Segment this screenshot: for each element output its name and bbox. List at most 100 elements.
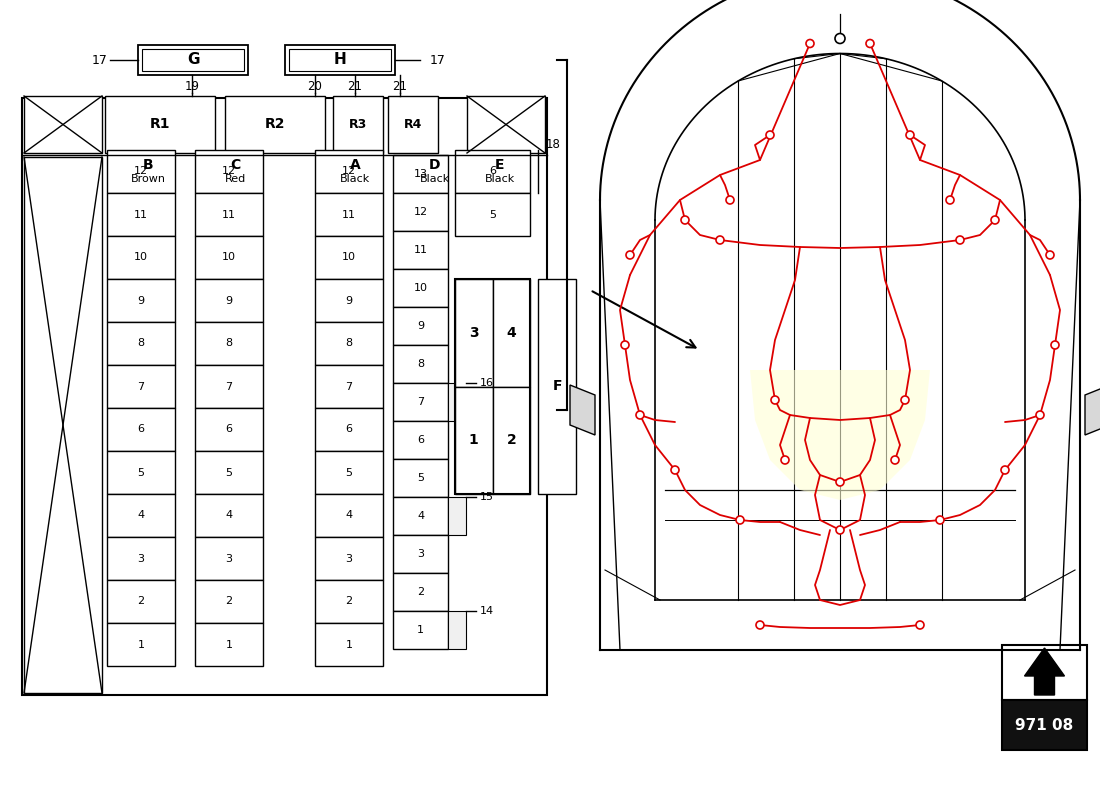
Text: 6: 6 xyxy=(345,425,352,434)
Bar xyxy=(195,365,263,408)
Bar xyxy=(315,365,383,408)
Text: F: F xyxy=(552,379,562,394)
Bar xyxy=(1002,645,1087,700)
Text: 5: 5 xyxy=(138,467,144,478)
Text: Black: Black xyxy=(340,174,370,184)
Circle shape xyxy=(956,236,964,244)
Bar xyxy=(107,193,175,236)
Circle shape xyxy=(621,341,629,349)
Bar xyxy=(195,580,263,623)
Circle shape xyxy=(891,456,899,464)
Bar xyxy=(393,421,448,459)
Bar xyxy=(315,408,383,451)
Bar xyxy=(107,150,175,193)
Text: euro: euro xyxy=(59,554,381,675)
Circle shape xyxy=(906,131,914,139)
Text: 11: 11 xyxy=(134,210,148,219)
Text: 3: 3 xyxy=(417,549,424,559)
Circle shape xyxy=(916,621,924,629)
Text: D: D xyxy=(429,158,441,172)
Text: 1: 1 xyxy=(469,434,478,447)
Bar xyxy=(107,365,175,408)
Bar xyxy=(393,269,448,307)
Bar xyxy=(107,580,175,623)
Text: 4: 4 xyxy=(226,510,232,521)
Bar xyxy=(315,537,383,580)
Text: 17: 17 xyxy=(92,54,108,66)
Polygon shape xyxy=(1024,648,1065,695)
Text: 7: 7 xyxy=(138,382,144,391)
Text: 1: 1 xyxy=(138,639,144,650)
Circle shape xyxy=(991,216,999,224)
Text: E: E xyxy=(495,158,505,172)
Bar xyxy=(455,279,493,386)
Text: 2: 2 xyxy=(345,597,353,606)
Circle shape xyxy=(836,478,844,486)
Bar xyxy=(315,279,383,322)
Text: 16: 16 xyxy=(480,378,494,388)
Text: 7: 7 xyxy=(345,382,353,391)
Bar xyxy=(107,279,175,322)
Bar xyxy=(195,494,263,537)
Bar xyxy=(455,279,530,494)
Bar xyxy=(455,193,530,236)
Text: 13: 13 xyxy=(414,169,428,179)
Text: 8: 8 xyxy=(417,359,425,369)
Bar xyxy=(393,307,448,345)
Bar xyxy=(195,451,263,494)
Circle shape xyxy=(1001,466,1009,474)
Bar xyxy=(24,157,102,693)
Text: 5: 5 xyxy=(226,467,232,478)
Bar xyxy=(393,345,448,383)
Text: 18: 18 xyxy=(546,138,561,151)
Bar xyxy=(107,623,175,666)
Text: 12: 12 xyxy=(414,207,428,217)
Text: 9: 9 xyxy=(138,295,144,306)
Circle shape xyxy=(681,216,689,224)
Bar xyxy=(107,322,175,365)
Bar xyxy=(448,611,466,649)
Text: 15: 15 xyxy=(480,492,494,502)
Bar xyxy=(315,150,383,193)
Text: 6: 6 xyxy=(417,435,424,445)
Bar xyxy=(315,623,383,666)
Text: 19: 19 xyxy=(185,81,199,94)
Text: 12: 12 xyxy=(222,166,236,177)
Text: 4: 4 xyxy=(345,510,353,521)
Circle shape xyxy=(626,251,634,259)
Text: Brown: Brown xyxy=(131,174,165,184)
Text: 11: 11 xyxy=(222,210,236,219)
Polygon shape xyxy=(1085,385,1100,435)
Circle shape xyxy=(1050,341,1059,349)
Bar xyxy=(195,537,263,580)
Text: 2: 2 xyxy=(226,597,232,606)
Circle shape xyxy=(781,456,789,464)
Text: B: B xyxy=(143,158,153,172)
Text: Red: Red xyxy=(224,174,245,184)
Bar xyxy=(455,386,493,494)
Bar xyxy=(538,279,576,494)
Text: 4: 4 xyxy=(506,326,516,340)
Text: 7: 7 xyxy=(417,397,425,407)
Text: C: C xyxy=(230,158,240,172)
Text: 4: 4 xyxy=(417,511,425,521)
Text: 2: 2 xyxy=(506,434,516,447)
Bar xyxy=(455,150,530,193)
Text: 11: 11 xyxy=(414,245,428,255)
Bar xyxy=(393,155,448,193)
Bar xyxy=(195,322,263,365)
Circle shape xyxy=(946,196,954,204)
Bar xyxy=(142,49,244,71)
Bar xyxy=(285,45,395,75)
Bar xyxy=(107,408,175,451)
Circle shape xyxy=(756,621,764,629)
Text: 6: 6 xyxy=(138,425,144,434)
Text: 21: 21 xyxy=(348,81,363,94)
Bar xyxy=(195,408,263,451)
Text: 9: 9 xyxy=(417,321,425,331)
Bar xyxy=(393,497,448,535)
Bar xyxy=(226,96,324,153)
Circle shape xyxy=(901,396,909,404)
Bar xyxy=(315,451,383,494)
Circle shape xyxy=(835,34,845,43)
